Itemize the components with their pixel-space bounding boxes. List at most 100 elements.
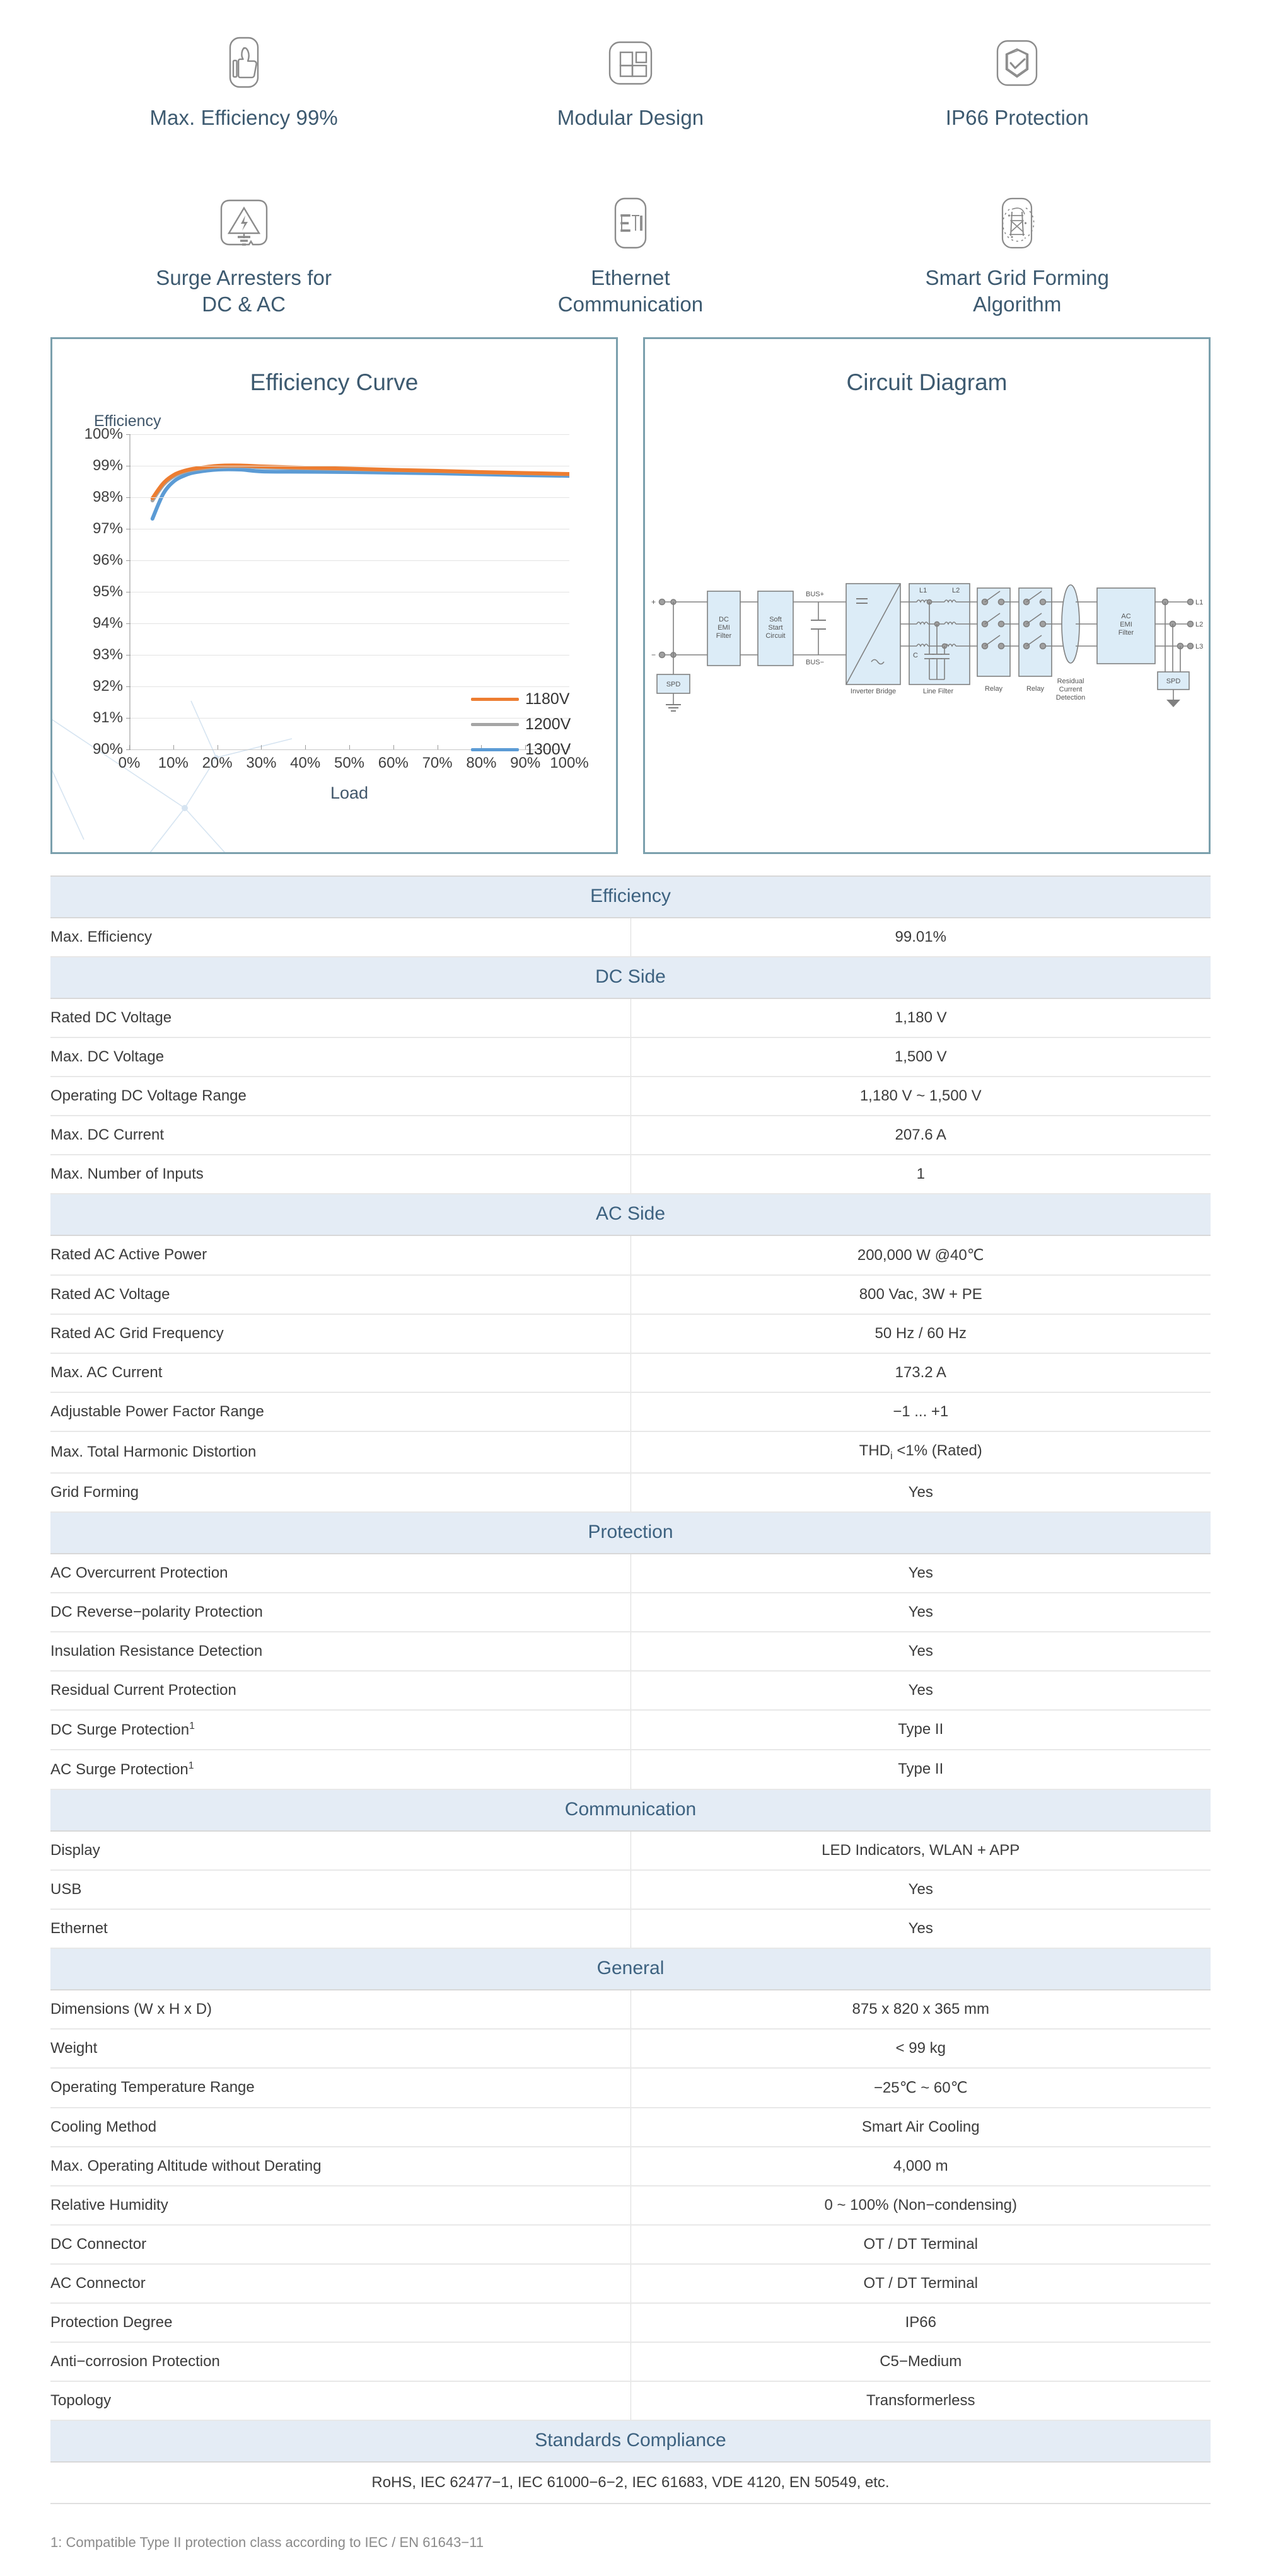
spec-row: AC Overcurrent Protection Yes [50,1553,1211,1593]
spec-row-value: OT / DT Terminal [630,2263,1211,2304]
legend-item: 1180V [471,687,595,712]
spec-row-key: Rated AC Voltage [50,1274,631,1315]
spec-row: Operating Temperature Range −25℃ ~ 60℃ [50,2067,1211,2108]
y-tick-label: 98% [93,488,131,506]
spec-row-key: Max. Operating Altitude without Derating [50,2146,631,2186]
spec-section-header: Efficiency [50,875,1211,918]
y-axis-title: Efficiency [94,412,161,430]
x-tick-label: 0% [118,754,141,771]
chart-gridline [131,434,569,435]
spec-row-value: Yes [630,1553,1211,1593]
chart-gridline [131,749,569,750]
spec-row: Max. Number of Inputs 1 [50,1154,1211,1194]
svg-text:Filter: Filter [1119,629,1134,637]
svg-text:BUS−: BUS− [806,659,824,666]
spec-row: Max. DC Voltage 1,500 V [50,1037,1211,1077]
svg-text:EMI: EMI [1120,621,1132,628]
feature-label: Modular Design [557,106,704,129]
spec-section-title: AC Side [50,1193,1211,1236]
svg-text:L1: L1 [1195,599,1203,606]
spec-row-value: < 99 kg [630,2028,1211,2069]
legend-swatch [471,748,519,752]
svg-text:Residual: Residual [1057,678,1084,685]
x-tick-mark [481,744,482,749]
chart-series-line [153,469,569,518]
spec-row-key: Ethernet [50,1909,631,1949]
svg-text:Inverter Bridge: Inverter Bridge [851,688,896,695]
spec-row: Cooling Method Smart Air Cooling [50,2107,1211,2147]
spec-row-key: DC Connector [50,2224,631,2265]
spec-row-value: 800 Vac, 3W + PE [630,1274,1211,1315]
svg-text:L2: L2 [1195,621,1203,628]
spec-row-value: Yes [630,1631,1211,1672]
svg-text:L3: L3 [1195,643,1203,650]
svg-text:DC: DC [719,616,729,623]
spec-row-value: 1,180 V [630,998,1211,1038]
spec-row-value: Yes [630,1670,1211,1711]
chart-gridline [131,497,569,498]
spec-row-value: 99.01% [630,917,1211,957]
spec-row-value: Type II [630,1749,1211,1790]
feature-smart-grid-forming: Smart Grid Forming Algorithm [824,182,1211,318]
spec-row-value: 1,500 V [630,1037,1211,1077]
spec-row: Max. Efficiency 99.01% [50,917,1211,957]
spec-row-key: Max. DC Voltage [50,1037,631,1077]
spec-row-key: USB [50,1869,631,1910]
svg-text:AC: AC [1121,613,1130,620]
spec-row: Max. Total Harmonic Distortion THDi <1% (… [50,1431,1211,1474]
svg-text:Relay: Relay [1026,685,1045,693]
svg-text:Relay: Relay [985,685,1003,693]
svg-text:C: C [913,652,918,659]
y-tick-label: 91% [93,709,131,727]
feature-label: Ethernet Communication [557,266,704,316]
chart-gridline [131,560,569,561]
spec-row-key: Operating Temperature Range [50,2067,631,2108]
modular-blocks-icon [598,30,663,96]
spec-row: DC Surge Protection1 Type II [50,1709,1211,1750]
spec-row-value: −25℃ ~ 60℃ [630,2067,1211,2108]
spec-full-value: RoHS, IEC 62477−1, IEC 61000−6−2, IEC 61… [50,2461,1211,2504]
y-tick-label: 96% [93,552,131,569]
spec-row: Residual Current Protection Yes [50,1670,1211,1711]
spec-row-value: Transformerless [630,2381,1211,2421]
spec-section-title: Protection [50,1511,1211,1554]
svg-text:Start: Start [768,624,782,632]
panels-row: Efficiency Curve Efficiency 90% 91% 92% 93%… [0,318,1261,854]
spec-row-key: Weight [50,2028,631,2069]
x-tick-label: 70% [422,754,453,771]
spec-section-header: General [50,1947,1211,1990]
x-tick-label: 60% [378,754,409,771]
ethernet-icon [598,190,663,256]
svg-text:BUS+: BUS+ [806,591,824,598]
svg-text:SPD: SPD [1166,678,1181,685]
spec-row-key: Insulation Resistance Detection [50,1631,631,1672]
spec-row: Relative Humidity 0 ~ 100% (Non−condensin… [50,2185,1211,2226]
spec-row-key: Dimensions (W x H x D) [50,1989,631,2030]
chart-gridline [131,686,569,687]
spec-row-key: Grid Forming [50,1472,631,1513]
chart-title: Efficiency Curve [250,369,419,395]
spec-row: Protection Degree IP66 [50,2302,1211,2343]
shield-check-icon [984,30,1050,96]
legend-item: 1300V [471,737,595,763]
svg-text:L2: L2 [952,587,960,594]
x-tick-label: 30% [246,754,277,771]
feature-label: Smart Grid Forming Algorithm [925,266,1110,316]
spec-section-header: Standards Compliance [50,2419,1211,2463]
spec-row-value: 0 ~ 100% (Non−condensing) [630,2185,1211,2226]
x-tick-label: 80% [466,754,497,771]
spec-row-value: C5−Medium [630,2342,1211,2382]
spec-row-value: LED Indicators, WLAN + APP [630,1830,1211,1871]
spec-row-key: Max. AC Current [50,1353,631,1393]
chart-gridline [131,654,569,656]
spec-row-key: Cooling Method [50,2107,631,2147]
chart-gridline [131,717,569,719]
svg-text:−: − [651,650,656,659]
feature-grid-row-2: Surge Arresters for DC & AC Ethernet Commu… [0,160,1261,318]
spec-row-key: DC Surge Protection1 [50,1709,631,1750]
x-axis-title: Load [330,783,369,802]
spec-row-key: Max. Number of Inputs [50,1154,631,1194]
y-tick-label: 99% [93,457,131,475]
spec-row-key: Rated AC Active Power [50,1235,631,1276]
